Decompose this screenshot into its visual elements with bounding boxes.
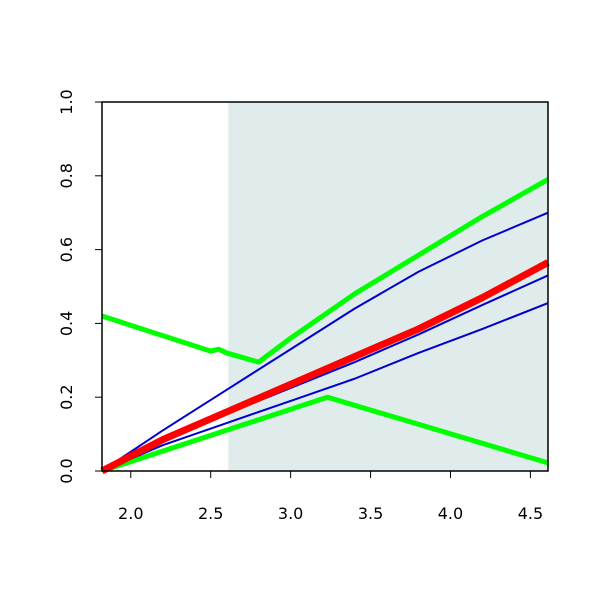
x-tick-label: 4.5 (518, 504, 543, 523)
line (101, 302, 549, 472)
x-tick-label: 2.5 (198, 504, 223, 523)
y-tick-label: 0.8 (57, 163, 76, 188)
line (101, 211, 549, 472)
x-tick-label: 4.0 (438, 504, 463, 523)
y-tick-label: 1.0 (57, 89, 76, 114)
x-tick-label: 2.0 (118, 504, 143, 523)
y-tick-label: 0.4 (57, 311, 76, 336)
x-tick-label: 3.0 (278, 504, 303, 523)
line (101, 177, 550, 365)
plot-frame (101, 101, 549, 472)
y-tick-label: 0.2 (57, 384, 76, 409)
x-tick-label: 3.5 (358, 504, 383, 523)
line (100, 259, 550, 475)
y-tick-label: 0.6 (57, 237, 76, 262)
line (101, 394, 549, 474)
shaded-region (228, 102, 548, 471)
y-tick-label: 0.0 (57, 458, 76, 483)
